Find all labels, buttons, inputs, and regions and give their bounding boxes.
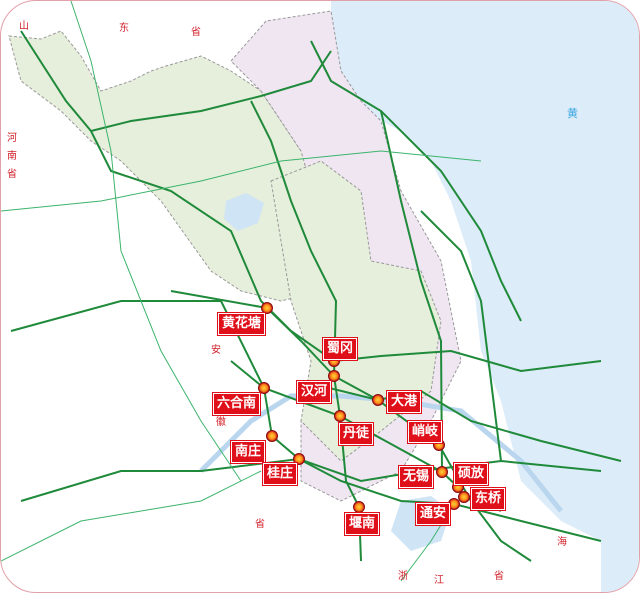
station-label[interactable]: 黄花塘	[218, 313, 266, 335]
station-label[interactable]: 六合南	[213, 393, 261, 415]
lake-hongze	[224, 193, 264, 231]
station-marker[interactable]	[258, 382, 270, 394]
region-label: 省	[255, 517, 265, 530]
station-label[interactable]: 汉河	[297, 381, 332, 403]
station-marker[interactable]	[436, 466, 448, 478]
station-label[interactable]: 桂庄	[263, 463, 298, 485]
station-label[interactable]: 蜀冈	[323, 338, 358, 360]
station-marker[interactable]	[261, 302, 273, 314]
region-label: 省	[494, 569, 504, 582]
station-label[interactable]: 硕放	[454, 463, 489, 485]
region-label: 东	[119, 21, 129, 34]
region-label: 徽	[216, 415, 226, 428]
province-north	[8, 30, 342, 302]
railway-lines	[1, 1, 482, 582]
region-label: 省	[7, 167, 17, 180]
station-label[interactable]: 峭岐	[408, 421, 443, 443]
station-label[interactable]: 通安	[416, 503, 451, 525]
station-marker[interactable]	[293, 453, 305, 465]
region-label: 省	[191, 25, 201, 38]
station-marker[interactable]	[334, 410, 346, 422]
station-marker[interactable]	[372, 394, 384, 406]
region-label: 浙	[398, 570, 408, 582]
region-label: 河	[7, 132, 17, 144]
station-marker[interactable]	[266, 430, 278, 442]
station-label[interactable]: 东桥	[471, 488, 506, 510]
station-marker[interactable]	[328, 370, 340, 382]
sea-label: 黄	[567, 106, 578, 120]
region-label: 海	[557, 535, 567, 548]
station-marker[interactable]	[458, 491, 470, 503]
station-label[interactable]: 堰南	[345, 513, 380, 535]
station-marker[interactable]	[353, 501, 365, 513]
station-label[interactable]: 大港	[387, 391, 422, 413]
region-labels: 山 东 省 河 南 省 安 徽 省 浙 江 省 黄 海	[7, 20, 578, 586]
station-label[interactable]: 南庄	[231, 441, 266, 463]
region-label: 江	[434, 574, 444, 586]
station-label[interactable]: 无锡	[399, 466, 434, 488]
sea	[331, 1, 639, 592]
region-label: 山	[19, 20, 29, 32]
region-label: 安	[211, 343, 221, 356]
station-label[interactable]: 丹徒	[339, 423, 374, 445]
region-label: 南	[7, 149, 17, 162]
